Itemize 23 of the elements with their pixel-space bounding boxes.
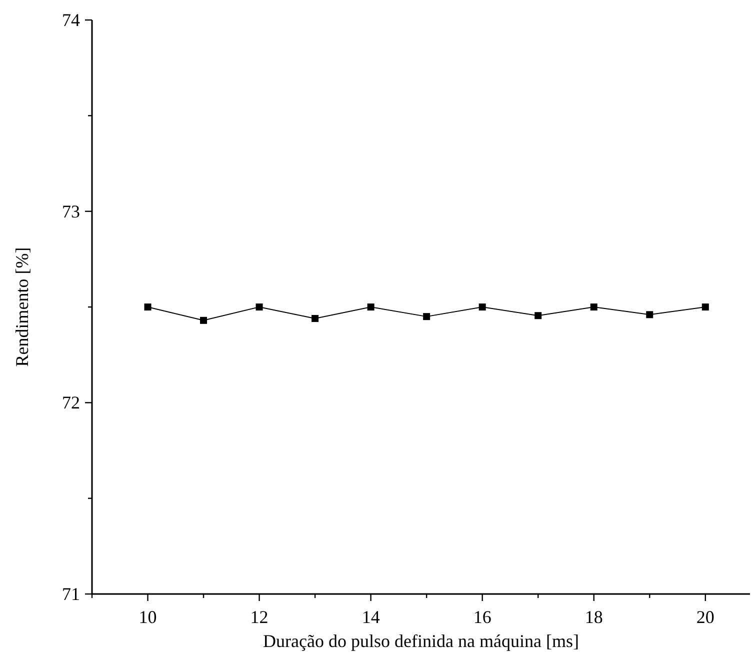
point [590, 304, 598, 310]
point [312, 314, 319, 322]
point [702, 304, 709, 310]
x-tick-label: 18 [584, 607, 603, 627]
point [367, 304, 374, 310]
point [256, 304, 263, 310]
point [200, 316, 208, 324]
y-tick-label: 74 [62, 10, 80, 30]
x-tick-label: 20 [696, 607, 714, 627]
point [646, 311, 654, 318]
y-tick-label: 73 [62, 201, 80, 222]
point [478, 304, 486, 310]
y-axis-title: Rendimento [%] [12, 247, 32, 367]
point [423, 313, 430, 320]
x-tick-label: 16 [473, 607, 492, 627]
x-axis-title: Duração do pulso definida na máquina [ms] [263, 631, 579, 651]
x-tick-label: 12 [250, 607, 268, 627]
point [534, 312, 542, 320]
x-tick-label: 14 [362, 607, 380, 627]
y-tick-label: 72 [62, 392, 80, 413]
point [144, 304, 152, 310]
x-tick-label: 10 [138, 607, 157, 627]
y-tick-label: 71 [62, 584, 80, 604]
